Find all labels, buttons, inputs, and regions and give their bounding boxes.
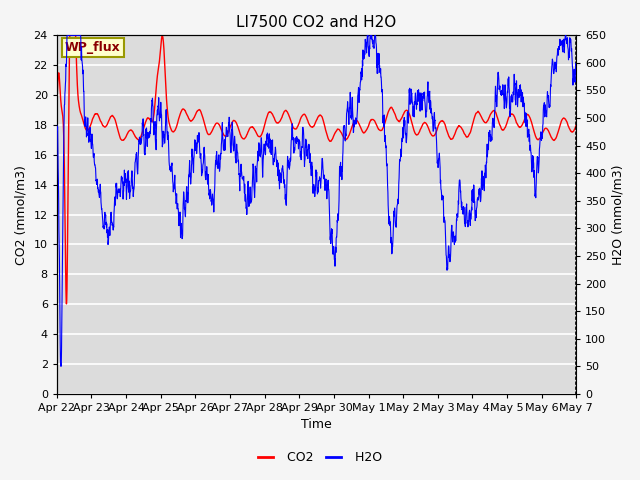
X-axis label: Time: Time [301, 419, 332, 432]
Y-axis label: CO2 (mmol/m3): CO2 (mmol/m3) [15, 165, 28, 264]
Text: WP_flux: WP_flux [65, 41, 120, 54]
Title: LI7500 CO2 and H2O: LI7500 CO2 and H2O [236, 15, 397, 30]
Y-axis label: H2O (mmol/m3): H2O (mmol/m3) [612, 164, 625, 265]
Legend:  CO2,  H2O: CO2, H2O [253, 446, 387, 469]
